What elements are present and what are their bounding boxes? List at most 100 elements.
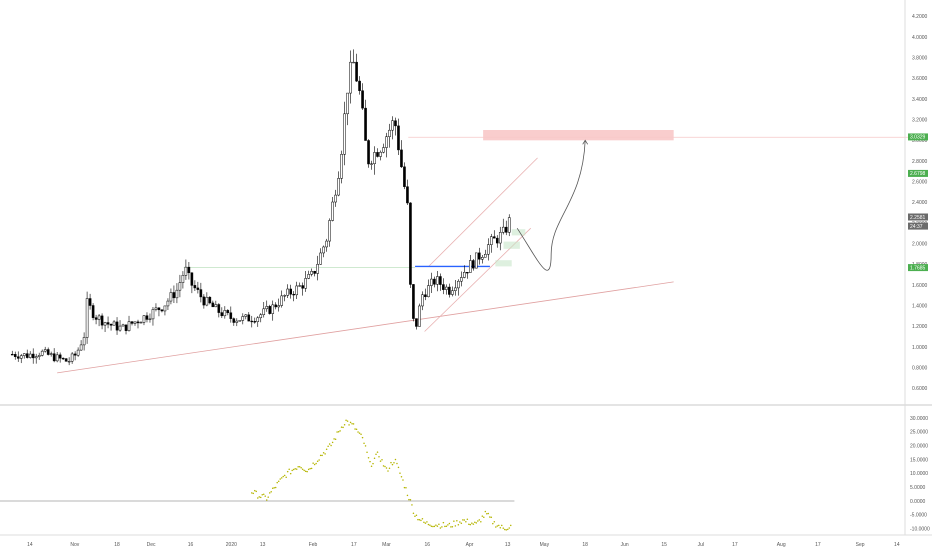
time-tick-label: 14 (894, 542, 900, 548)
candle (244, 314, 248, 320)
candle-body-down (504, 226, 508, 233)
oscillator-point (412, 512, 415, 514)
oscillator-point (285, 476, 287, 478)
candle (418, 303, 421, 327)
oscillator-point (462, 519, 464, 521)
oscillator-point (424, 522, 427, 524)
price-tick-label: 0.6000 (912, 386, 928, 392)
oscillator-point (508, 527, 510, 529)
oscillator-axis[interactable]: -10.0000 -5.0000 0.0000 5.0000 10.0000 15.000… (910, 416, 930, 533)
price-axis[interactable]: 0.60000.80001.00001.20001.40001.60001.80… (908, 14, 928, 392)
candle-body-up (331, 201, 334, 221)
candle-body-up (55, 354, 59, 362)
trendline-long-rising-support[interactable] (57, 281, 674, 374)
candle-body-up (421, 294, 424, 307)
oscillator-point (304, 470, 307, 473)
candle (238, 320, 242, 322)
candle-body-down (145, 315, 149, 320)
candle-body-up (43, 349, 47, 352)
candle-body-up (486, 244, 490, 255)
oscillator-point (475, 522, 478, 524)
oscillator-point (321, 454, 323, 457)
candle (406, 179, 409, 206)
candle (469, 254, 472, 273)
candle-body-up (205, 296, 209, 306)
time-tick-label: 17 (815, 542, 821, 548)
oscillator-point (397, 466, 400, 469)
oscillator-point (415, 514, 418, 517)
candle (421, 291, 424, 311)
projection-box-2 (511, 229, 526, 236)
time-axis[interactable]: 14 Nov 18 Dec 16 2020 13 Feb 17 Mar 16 Apr 13 May 18 Ju… (27, 542, 900, 548)
candle-body-down (397, 125, 400, 151)
time-tick-label: Nov (70, 542, 79, 548)
candle (25, 349, 29, 359)
oscillator-point (447, 524, 449, 526)
oscillator-point (375, 453, 377, 455)
candle-body-down (157, 307, 161, 311)
target-zone[interactable] (483, 130, 674, 141)
oscillator-point (360, 433, 362, 436)
candle (433, 276, 436, 288)
candle-body-up (262, 308, 266, 316)
oscillator-point (480, 520, 482, 523)
candle (394, 117, 397, 136)
candle-body-up (19, 355, 23, 359)
candle-body-up (325, 240, 328, 248)
candle (310, 268, 313, 277)
candle-body-up (82, 337, 86, 346)
candle-body-up (385, 136, 388, 148)
candle-body-up (460, 277, 463, 282)
candle-body-up (121, 324, 125, 327)
time-tick-label: 17 (732, 542, 738, 548)
candle-body-down (442, 284, 445, 290)
oscillator-point (316, 460, 319, 463)
candle-body-up (166, 300, 170, 307)
oscillator-point (352, 423, 355, 425)
oscillator-point (405, 487, 407, 489)
oscillator-pane[interactable] (0, 419, 515, 531)
candle (322, 245, 325, 258)
oscillator-point (322, 452, 325, 454)
price-badge-label: 3.0329 (910, 135, 926, 141)
candle-body-down (16, 356, 20, 359)
candle-body-up (370, 163, 373, 165)
candle-body-up (118, 325, 122, 331)
price-tick-label: 1.0000 (912, 345, 928, 351)
candle-body-up (283, 295, 286, 297)
candle (442, 278, 445, 295)
trendline-channel-upper[interactable] (428, 157, 538, 267)
oscillator-point (301, 468, 304, 471)
candle-body-up (475, 252, 478, 269)
oscillator-point (346, 420, 349, 422)
oscillator-point (303, 469, 305, 472)
candle-body-up (271, 304, 275, 314)
oscillator-point (274, 486, 277, 489)
time-tick-label: Sep (856, 542, 865, 548)
candle-body-down (130, 321, 134, 324)
oscillator-point (502, 527, 505, 529)
oscillator-point (481, 515, 484, 517)
candle (184, 259, 188, 280)
price-tick-label: 4.0000 (912, 35, 928, 41)
candle (334, 189, 337, 207)
oscillator-point (334, 438, 337, 441)
candle (415, 318, 418, 330)
candle (307, 270, 310, 280)
candle-body-up (142, 315, 146, 323)
oscillator-point (454, 525, 457, 527)
oscillator-point (382, 465, 385, 467)
price-pane[interactable] (10, 49, 912, 374)
candle (337, 171, 340, 197)
price-tick-label: 1.6000 (912, 283, 928, 289)
candle-body-up (70, 353, 74, 362)
candle (301, 282, 304, 296)
candle-body-down (358, 80, 361, 91)
oscillator-tick-label: 20.0000 (910, 443, 928, 449)
candle-body-up (498, 232, 502, 244)
price-badge-bg (908, 264, 928, 272)
candle (391, 116, 394, 140)
projection-curve[interactable] (516, 140, 586, 271)
candle (235, 318, 239, 327)
